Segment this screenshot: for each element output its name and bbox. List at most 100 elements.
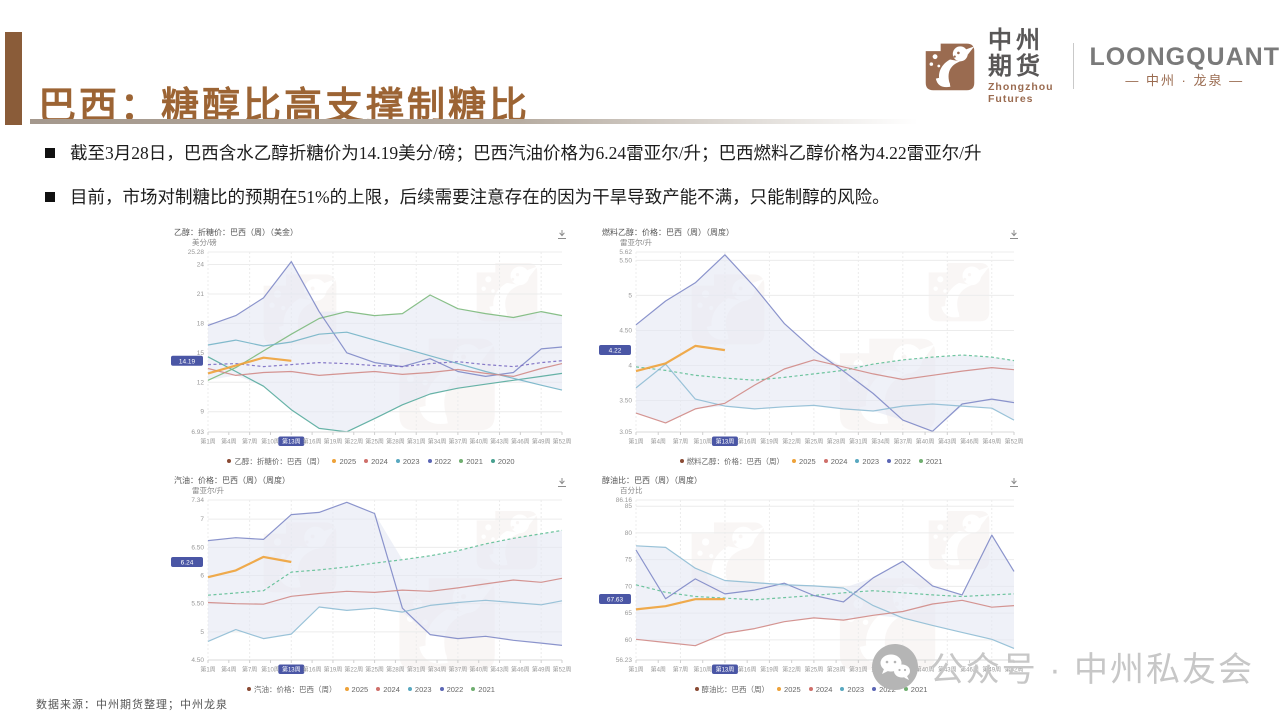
x-tick-label: 第22周 — [782, 666, 801, 674]
legend-year-2025[interactable]: 2025 — [777, 685, 801, 694]
legend-label: 2022 — [894, 456, 911, 466]
download-icon[interactable] — [1010, 478, 1018, 487]
legend-year-2025[interactable]: 2025 — [344, 684, 369, 694]
legend-year-2021[interactable]: 2021 — [459, 457, 483, 466]
legend-label: 醇油比：巴西（周） — [701, 684, 770, 694]
y-tick-label: 3.50 — [619, 397, 632, 404]
legend-series-title[interactable]: 汽油：价格：巴西（周） — [247, 684, 337, 695]
legend-label: 2025 — [784, 684, 801, 694]
legend-year-2020[interactable]: 2020 — [490, 456, 515, 466]
x-tick-label: 第46周 — [960, 438, 979, 446]
x-tick-highlight-badge — [711, 664, 738, 674]
legend-year-2024[interactable]: 2024 — [364, 457, 388, 466]
x-tick-label: 第52周 — [553, 666, 572, 674]
chart-fuel-ethanol-price: 5.62 5.50 5 4.50 4 3.50 3.05 第1周 第4周 第7周 第10周 第13周第… — [598, 226, 1024, 468]
legend-year-2021[interactable]: 2021 — [903, 685, 927, 694]
y-tick-label: 5 — [200, 629, 204, 636]
x-tick-label: 第46周 — [511, 666, 530, 674]
legend-dot — [227, 459, 232, 463]
chart-legend: 乙醇：折糖价：巴西（周） 2025 2024 2023 2022 2021 2020 — [170, 454, 572, 468]
x-tick-label: 第1周 — [628, 438, 643, 446]
legend-dot — [808, 687, 813, 691]
legend-year-2023[interactable]: 2023 — [407, 685, 432, 694]
current-value-text: 14.19 — [179, 358, 196, 365]
x-tick-label: 第10周 — [261, 438, 280, 446]
legend-year-2025[interactable]: 2025 — [332, 457, 356, 466]
legend-series-title[interactable]: 乙醇：折糖价：巴西（周） — [227, 456, 324, 467]
legend-dot — [918, 459, 923, 463]
series-line-2023 — [635, 545, 1015, 649]
chart-title: 汽油：价格：巴西（周）（周度） — [174, 475, 290, 485]
series-line-2021 — [635, 354, 1015, 381]
legend-dot — [376, 687, 381, 691]
x-tick-label: 第43周 — [938, 438, 957, 446]
legend-year-2022[interactable]: 2022 — [887, 457, 911, 466]
x-tick-label: 第31周 — [407, 438, 426, 446]
download-icon[interactable] — [1010, 230, 1018, 239]
legend-label: 2024 — [815, 684, 833, 694]
legend-year-2024[interactable]: 2024 — [808, 684, 833, 694]
logo-names: 中州期货 Zhongzhou Futures — [988, 27, 1057, 104]
legend-dot — [395, 459, 400, 463]
x-tick-label: 第4周 — [221, 666, 236, 674]
download-icon[interactable] — [558, 478, 566, 487]
chart-legend: 醇油比：巴西（周） 2025 2024 2023 2022 2021 — [598, 682, 1024, 696]
legend-dot — [792, 459, 797, 463]
current-value-badge — [599, 594, 631, 605]
current-value-text: 4.22 — [609, 348, 622, 355]
chart-title: 醇油比：巴西（周）（周度） — [602, 475, 702, 485]
x-tick-highlight-badge — [711, 436, 738, 446]
legend-year-2023[interactable]: 2023 — [395, 457, 420, 466]
legend-year-2023[interactable]: 2023 — [855, 457, 879, 466]
legend-dot — [364, 459, 369, 463]
x-tick-label: 第22周 — [782, 438, 801, 446]
x-tick-label: 第46周 — [960, 666, 979, 674]
legend-label: 2020 — [497, 456, 515, 466]
legend-year-2023[interactable]: 2023 — [840, 685, 864, 694]
x-tick-label: 第52周 — [1005, 666, 1024, 674]
series-line-2024 — [635, 359, 1015, 424]
legend-series-title[interactable]: 燃料乙醇：价格：巴西（周） — [679, 456, 784, 467]
x-tick-label: 第46周 — [511, 438, 530, 446]
series-line-2024 — [207, 577, 563, 605]
company-logo: 中州期货 Zhongzhou Futures LOONGQUANT — 中州 ·… — [922, 27, 1280, 105]
y-tick-label: 6 — [200, 572, 204, 579]
legend-year-2022[interactable]: 2022 — [439, 685, 463, 694]
x-tick-label: 第19周 — [324, 438, 343, 446]
brand-block: LOONGQUANT — 中州 · 龙泉 — — [1089, 44, 1280, 88]
legend-dot — [439, 687, 444, 691]
x-tick-label: 第4周 — [221, 438, 236, 446]
x-tick-label: 第25周 — [805, 666, 824, 674]
legend-year-2021[interactable]: 2021 — [918, 457, 942, 466]
x-tick-label: 第31周 — [849, 438, 868, 446]
watermark-text: 公众号 · 中州私友会 — [929, 651, 1254, 689]
legend-series-title[interactable]: 醇油比：巴西（周） — [694, 684, 770, 695]
legend-year-2024[interactable]: 2024 — [376, 685, 400, 694]
y-tick-label: 5.50 — [191, 601, 204, 608]
x-tick-label: 第1周 — [200, 666, 215, 674]
x-tick-label: 第49周 — [532, 666, 551, 674]
legend-dot — [903, 687, 908, 691]
leopard-logo-icon — [922, 38, 978, 94]
x-tick-label: 第37周 — [893, 438, 912, 446]
chart-ethanol-gasoline-ratio: 86.16 85 80 75 70 65 60 56.23 第1周 第4周 第7周 第10周 第13周第… — [598, 474, 1024, 696]
x-tick-label: 第19周 — [324, 666, 343, 674]
legend-label: 2025 — [351, 684, 369, 694]
legend-year-2025[interactable]: 2025 — [792, 457, 816, 466]
chart-canvas-ethanol-gasoline-ratio: 86.1685807570656056.23第1周 第4周 第7周 第10周 第13周第… — [599, 475, 1024, 674]
series-line-2022 — [635, 254, 1015, 432]
x-tick-label: 第34周 — [428, 666, 447, 674]
download-icon[interactable] — [558, 230, 566, 239]
legend-year-2021[interactable]: 2021 — [471, 685, 495, 694]
x-tick-label: 第4周 — [651, 438, 666, 446]
legend-year-2022[interactable]: 2022 — [872, 685, 896, 694]
chart-title: 乙醇：折糖价：巴西（周）（美金） — [174, 227, 298, 237]
x-tick-label: 第34周 — [871, 438, 890, 446]
bullet-1-text: 截至3月28日，巴西含水乙醇折糖价为14.19美分/磅；巴西汽油价格为6.24雷… — [70, 143, 982, 163]
y-tick-label: 24 — [197, 262, 205, 269]
legend-year-2022[interactable]: 2022 — [427, 457, 451, 466]
legend-dot — [407, 687, 412, 691]
brand-subtitle: — 中州 · 龙泉 — — [1125, 72, 1245, 88]
bullet-list: 截至3月28日，巴西含水乙醇折糖价为14.19美分/磅；巴西汽油价格为6.24雷… — [45, 140, 1245, 228]
legend-year-2024[interactable]: 2024 — [823, 457, 847, 466]
